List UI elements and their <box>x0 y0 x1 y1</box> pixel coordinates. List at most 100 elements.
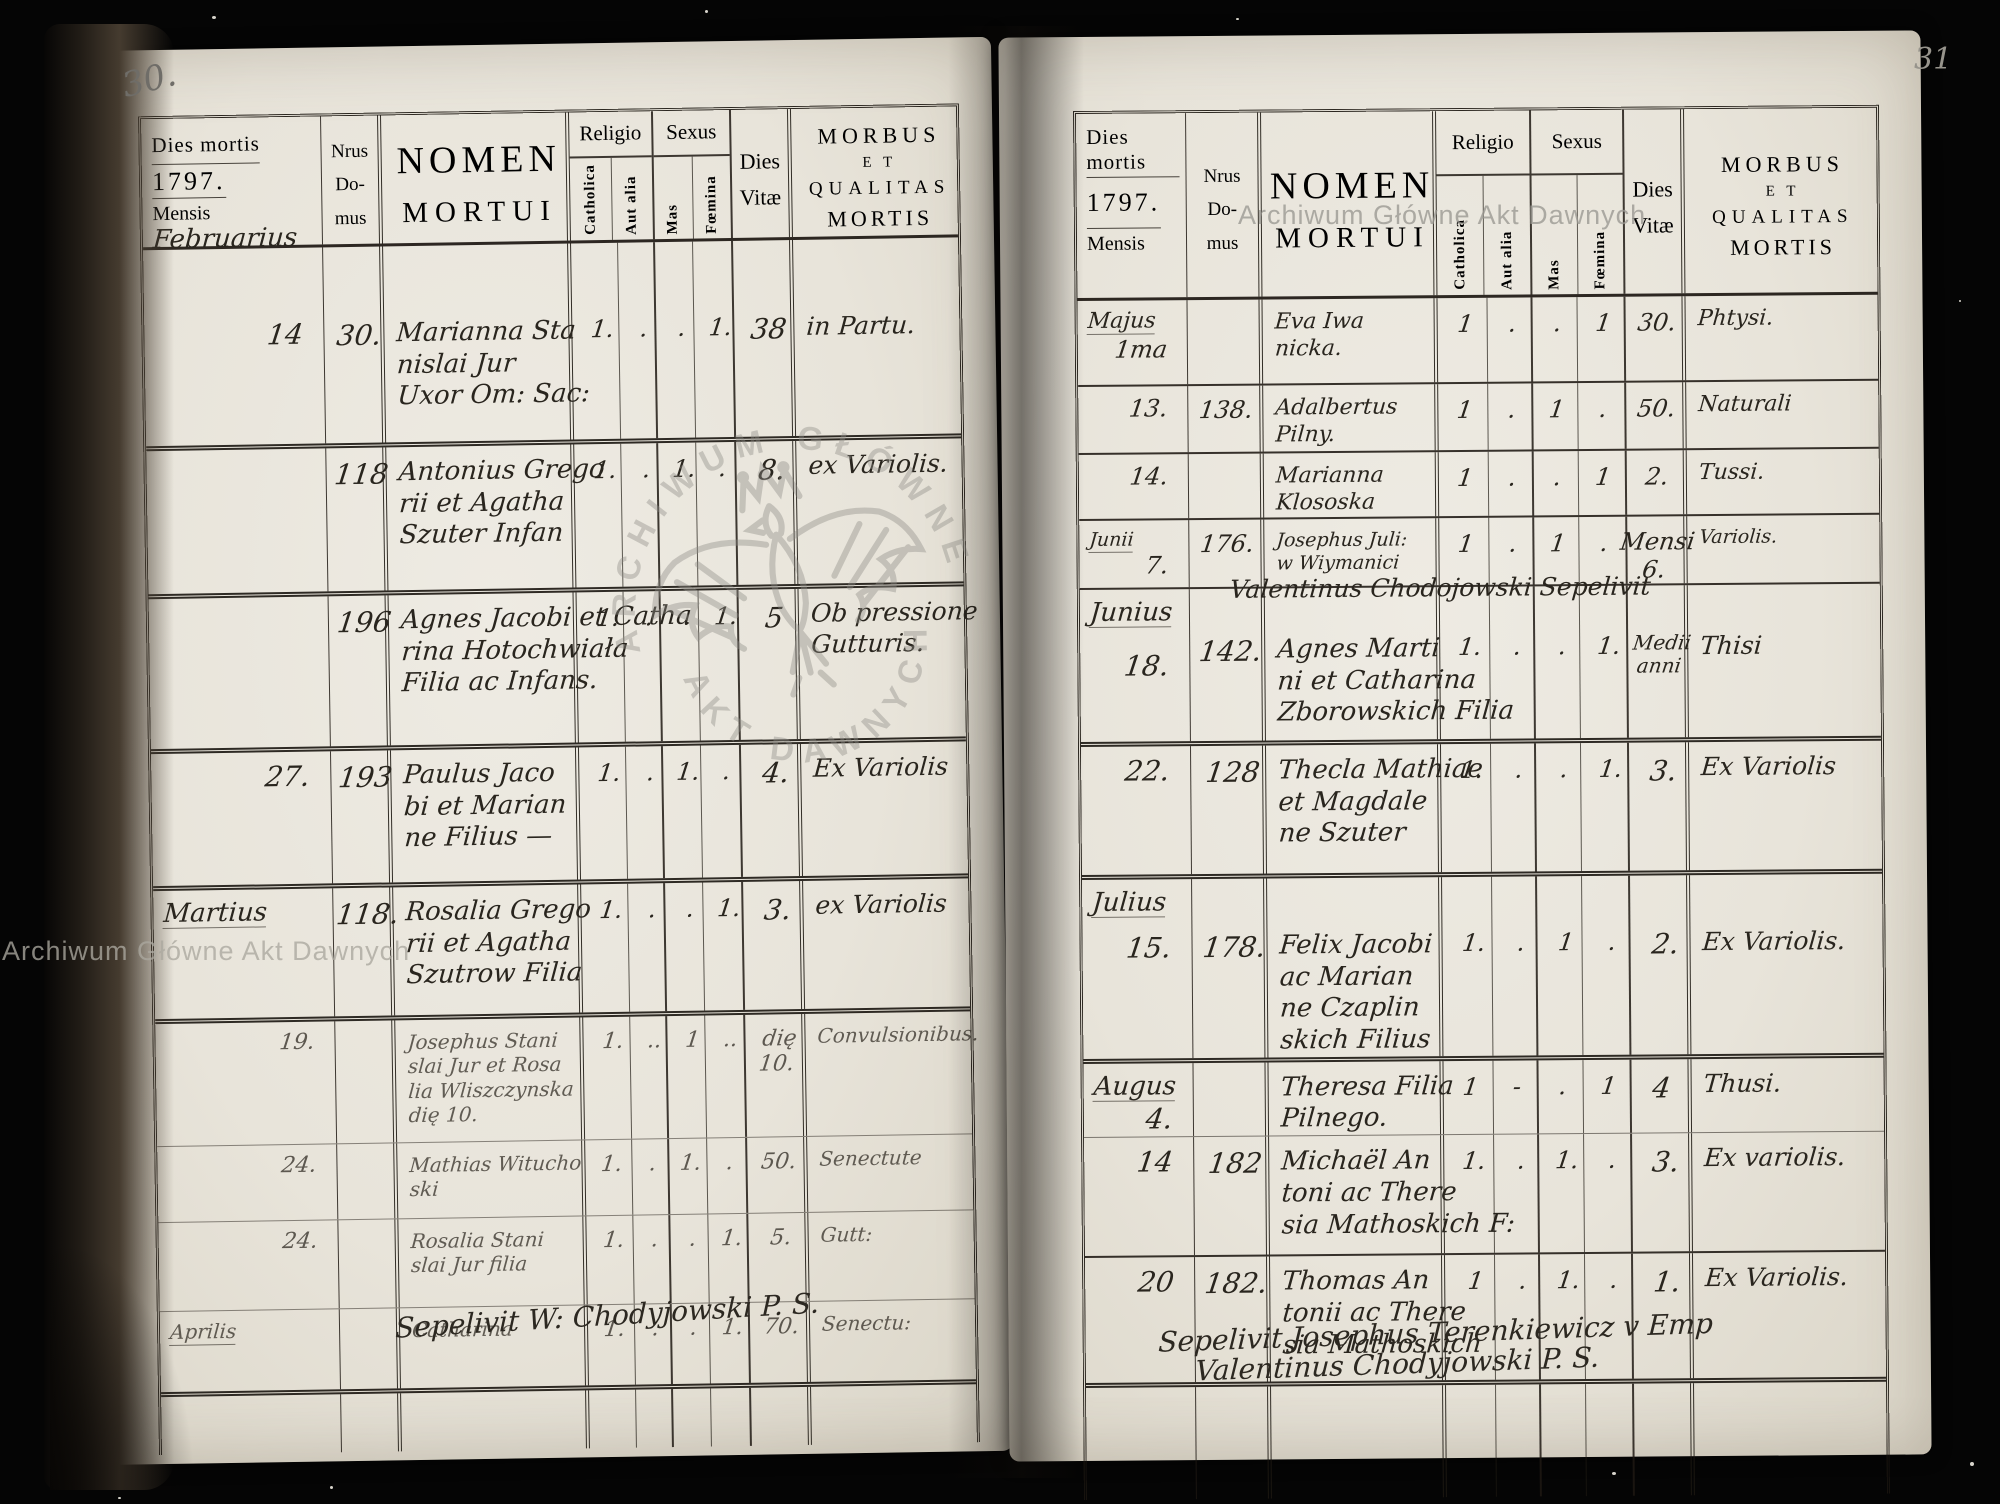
register-page-left: Dies mortis 1797. Mensis Februarius Nrus… <box>74 36 1014 1466</box>
cell-name: Agnes Marti ni et Catharina Zborowskich Fi… <box>1264 587 1515 741</box>
tick-value: 1 <box>1594 462 1614 491</box>
cell-catholica: 1 <box>1443 1060 1495 1135</box>
day-value: 1ma <box>1112 335 1169 364</box>
month-label: Junii <box>1088 528 1135 551</box>
cell-foemina: . <box>1584 1133 1633 1253</box>
tick-value: 1. <box>1460 928 1488 957</box>
dies-label: Dies <box>1632 176 1673 202</box>
tick-value: 1. <box>671 454 698 483</box>
tick-value: 1. <box>591 455 619 485</box>
header-morbus: MORBUS E T QUALITAS MORTIS <box>791 106 958 237</box>
dies-vitae-value: 3. <box>1647 754 1679 788</box>
tick-value: 1. <box>678 1150 703 1176</box>
name-line: ne Czaplin <box>1278 992 1421 1024</box>
aut-alia-label: Aut alia <box>623 175 641 235</box>
cell-name: Antonius Grego rii et Agatha Szuter Infan <box>386 444 606 591</box>
day-value: 19. <box>277 1029 317 1056</box>
empty-cell <box>1694 1382 1881 1495</box>
cell-morbus: Tussi. <box>1687 449 1873 514</box>
cell-foemina: 1 <box>1583 1059 1633 1134</box>
header-foemina: Fœmina <box>692 156 731 239</box>
empty-cell <box>1634 1383 1695 1496</box>
tick-value: 1. <box>1456 632 1484 661</box>
tick-value: . <box>1552 309 1564 338</box>
dust-speck <box>1236 18 1239 20</box>
cell-house-number <box>339 1308 401 1390</box>
cell-aut-alia: .. <box>630 1016 670 1139</box>
name-line: Szutrow Filia <box>405 957 584 991</box>
cell-name: Mathias Witucho ski <box>397 1140 587 1219</box>
day-value: 22. <box>1123 754 1173 788</box>
cell-dies-vitae: 50. <box>747 1136 809 1213</box>
cell-dies-mortis <box>148 596 331 750</box>
cell-dies-vitae: 2. <box>1630 875 1692 1055</box>
nomen-label: NOMEN <box>396 137 562 182</box>
tick-value: 1 <box>1599 1071 1619 1100</box>
cell-aut-alia: . <box>623 591 663 742</box>
morbus-line: Convulsionibus. <box>816 1021 980 1048</box>
empty-cell <box>1446 1384 1497 1498</box>
cell-morbus: ex Variolis. <box>796 438 963 584</box>
archive-watermark-bottom-left: Archiwum Główne Akt Dawnych <box>2 936 411 966</box>
cell-dies-mortis: 24. <box>157 1144 339 1223</box>
empty-cell <box>751 1386 812 1446</box>
tick-value: . <box>724 1150 735 1176</box>
name-line: nislai Jur <box>395 348 517 380</box>
dies-vitae-value: Medii anni <box>1631 630 1693 678</box>
cell-dies-mortis: 14. <box>1078 454 1190 519</box>
morbus-line: Senectu: <box>821 1310 913 1336</box>
house-number-value: 118 <box>332 457 391 492</box>
table-row: 19. Josephus Stani slai Jur et Rosa lia Wli… <box>155 1011 980 1148</box>
folio-number-right: 31 <box>1914 42 1953 77</box>
name-line: ne Filius — <box>403 821 554 854</box>
morbus-label: MORBUS <box>817 121 941 149</box>
dies-vitae-value: 50. <box>759 1149 798 1175</box>
cell-house-number <box>1188 453 1265 518</box>
cell-morbus: Convulsionibus. <box>805 1011 980 1136</box>
domus-label-1: Do- <box>335 174 366 196</box>
name-line: Marianna <box>1274 462 1385 489</box>
cell-morbus: Senectute <box>807 1134 973 1212</box>
cell-catholica: 1. <box>574 443 624 588</box>
table-row: 27. 193 Paulus Jaco bi et Marian ne Filius —… <box>151 741 969 892</box>
cell-house-number: 196 <box>328 595 393 747</box>
dies-vitae-value: 70. <box>762 1314 801 1340</box>
empty-cell <box>161 1394 342 1456</box>
cell-dies-vitae: Medii anni <box>1627 585 1693 738</box>
name-line: skich Filius <box>1279 1024 1432 1056</box>
cell-foemina: . <box>1582 875 1632 1055</box>
header-house-number: Nrus Do- mus <box>321 115 384 245</box>
cell-foemina: 1. <box>1579 585 1629 738</box>
tick-value: 1. <box>594 603 621 633</box>
register-page-right: Dies mortis 1797. Mensis Nrus Do- mus NO… <box>998 30 1932 1501</box>
cell-aut-alia: . <box>1487 297 1534 382</box>
cell-name: Paulus Jaco bi et Marian ne Filius — <box>390 747 582 883</box>
header-catholica: Catholica <box>1436 175 1485 296</box>
cell-morbus: Gutt: <box>808 1210 974 1301</box>
empty-cell <box>636 1389 674 1448</box>
cell-mas: . <box>665 882 706 1012</box>
morbus-line: Variolis. <box>1698 525 1779 548</box>
name-line: toni ac There <box>1280 1176 1458 1209</box>
cell-house-number: 182 <box>1194 1136 1270 1256</box>
cell-aut-alia: . <box>633 1215 672 1304</box>
empty-cell <box>1086 1387 1197 1501</box>
table-row: 14 182 Michaël An toni ac There sia Mathoski… <box>1084 1131 1885 1259</box>
cell-house-number <box>1187 299 1264 385</box>
cell-catholica: 1 <box>1438 383 1489 451</box>
tick-value: . <box>638 314 650 343</box>
cell-dies-mortis: 13. <box>1078 386 1189 454</box>
cell-catholica: 1. <box>1440 743 1492 873</box>
name-line: Filia ac Infans. <box>400 665 599 699</box>
cell-name: Marianna Klososka <box>1263 452 1440 518</box>
house-number-value: 193 <box>336 760 395 795</box>
cell-foemina: 1 <box>1578 450 1628 515</box>
house-number-value: 30. <box>334 318 384 353</box>
religio-label: Religio <box>1436 110 1530 176</box>
cell-mas: 1. <box>658 442 699 587</box>
foemina-label: Fœmina <box>1591 230 1609 289</box>
tick-value: 1. <box>1595 631 1623 660</box>
cell-dies-vitae: 30. <box>1625 296 1687 381</box>
cell-dies-mortis: Julius 15. <box>1082 878 1194 1059</box>
cell-mas: . <box>1535 742 1582 872</box>
